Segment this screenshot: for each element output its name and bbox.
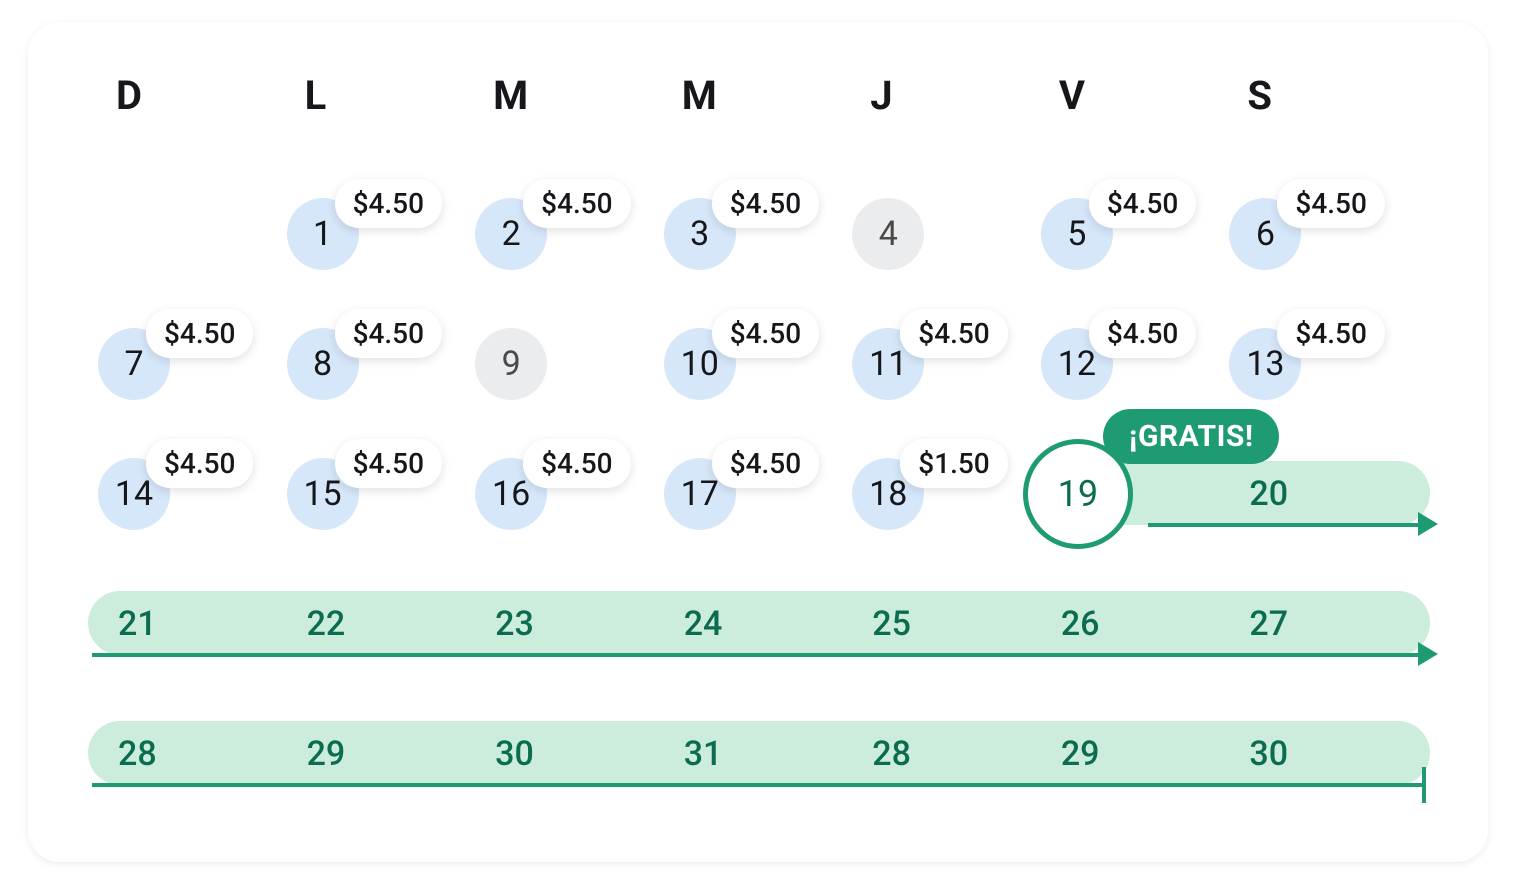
day-number: 4 xyxy=(852,198,924,270)
arrow-right-icon xyxy=(1418,512,1438,536)
calendar-cell[interactable]: 2 $4.50 xyxy=(475,169,664,299)
calendar-week-3: ¡GRATIS! 14 $4.50 15 $4.50 16 $4.50 17 $… xyxy=(98,429,1418,559)
arrow-right-icon xyxy=(1418,642,1438,666)
calendar-cell[interactable]: 28 xyxy=(98,689,287,819)
day-number: 22 xyxy=(287,604,346,644)
calendar-cell[interactable]: 18 $1.50 xyxy=(852,429,1041,559)
calendar-cell[interactable]: 26 xyxy=(1041,559,1230,689)
calendar-cell[interactable]: 24 xyxy=(664,559,853,689)
dow-sun: D xyxy=(98,72,287,119)
range-arrow-line xyxy=(92,783,1424,787)
dow-mon: L xyxy=(287,72,476,119)
day-number: 29 xyxy=(287,734,346,774)
calendar-week-4: 21 22 23 24 25 26 27 xyxy=(98,559,1418,689)
day-number: 20 xyxy=(1229,474,1288,514)
price-badge: $4.50 xyxy=(146,439,253,488)
free-badge: ¡GRATIS! xyxy=(1103,409,1279,464)
range-arrow-line xyxy=(92,653,1426,657)
price-badge: $4.50 xyxy=(523,179,630,228)
calendar-cell[interactable]: 21 xyxy=(98,559,287,689)
price-badge: $1.50 xyxy=(900,439,1007,488)
day-number: 30 xyxy=(1229,734,1288,774)
calendar-cell[interactable]: 6 $4.50 xyxy=(1229,169,1418,299)
calendar-cell: 9 xyxy=(475,299,664,429)
price-badge: $4.50 xyxy=(900,309,1007,358)
calendar-cell[interactable]: 29 xyxy=(1041,689,1230,819)
day-number: 9 xyxy=(475,328,547,400)
dow-tue: M xyxy=(475,72,664,119)
calendar-cell[interactable]: 16 $4.50 xyxy=(475,429,664,559)
dow-thu: J xyxy=(852,72,1041,119)
calendar-cell[interactable]: 29 xyxy=(287,689,476,819)
day-number: 28 xyxy=(98,734,157,774)
calendar-cell xyxy=(98,169,287,299)
calendar-week-1: 1 $4.50 2 $4.50 3 $4.50 4 5 $4.50 6 $4.5… xyxy=(98,169,1418,299)
calendar-cell[interactable]: 8 $4.50 xyxy=(287,299,476,429)
price-badge: $4.50 xyxy=(712,439,819,488)
calendar-card: D L M M J V S 1 $4.50 2 $4.50 3 $4.50 4 … xyxy=(28,22,1488,862)
calendar-cell[interactable]: 22 xyxy=(287,559,476,689)
price-badge: $4.50 xyxy=(712,309,819,358)
price-badge: $4.50 xyxy=(335,439,442,488)
calendar-cell[interactable]: 1 $4.50 xyxy=(287,169,476,299)
calendar-cell[interactable]: 17 $4.50 xyxy=(664,429,853,559)
day-number: 30 xyxy=(475,734,534,774)
day-number: 25 xyxy=(852,604,911,644)
calendar-cell[interactable]: 30 xyxy=(1229,689,1418,819)
price-badge: $4.50 xyxy=(1277,309,1384,358)
day-number: 29 xyxy=(1041,734,1100,774)
day-number: 28 xyxy=(852,734,911,774)
dow-sat: S xyxy=(1229,72,1418,119)
price-badge: $4.50 xyxy=(335,309,442,358)
calendar-cell[interactable]: 11 $4.50 xyxy=(852,299,1041,429)
calendar-cell[interactable]: 27 xyxy=(1229,559,1418,689)
dow-wed: M xyxy=(664,72,853,119)
day-number: 27 xyxy=(1229,604,1288,644)
calendar-cell[interactable]: 23 xyxy=(475,559,664,689)
price-badge: $4.50 xyxy=(523,439,630,488)
price-badge: $4.50 xyxy=(146,309,253,358)
calendar-cell[interactable]: 7 $4.50 xyxy=(98,299,287,429)
calendar-cell[interactable]: 3 $4.50 xyxy=(664,169,853,299)
calendar-cell[interactable]: 31 xyxy=(664,689,853,819)
calendar-cell[interactable]: 10 $4.50 xyxy=(664,299,853,429)
day-number: 31 xyxy=(664,734,723,774)
calendar-cell[interactable]: 30 xyxy=(475,689,664,819)
day-of-week-header: D L M M J V S xyxy=(98,72,1418,119)
price-badge: $4.50 xyxy=(1089,309,1196,358)
day-number: 26 xyxy=(1041,604,1100,644)
range-end-cap xyxy=(1422,767,1426,803)
price-badge: $4.50 xyxy=(712,179,819,228)
price-badge: $4.50 xyxy=(335,179,442,228)
calendar-cell[interactable]: 14 $4.50 xyxy=(98,429,287,559)
calendar-cell[interactable]: 15 $4.50 xyxy=(287,429,476,559)
calendar-cell[interactable]: 25 xyxy=(852,559,1041,689)
dow-fri: V xyxy=(1041,72,1230,119)
day-number: 23 xyxy=(475,604,534,644)
calendar-cell[interactable]: 28 xyxy=(852,689,1041,819)
day-number: 24 xyxy=(664,604,723,644)
calendar-cell: 4 xyxy=(852,169,1041,299)
calendar-cell[interactable]: 5 $4.50 xyxy=(1041,169,1230,299)
calendar-week-5: 28 29 30 31 28 29 30 xyxy=(98,689,1418,819)
price-badge: $4.50 xyxy=(1089,179,1196,228)
day-number: 21 xyxy=(98,604,157,644)
price-badge: $4.50 xyxy=(1277,179,1384,228)
